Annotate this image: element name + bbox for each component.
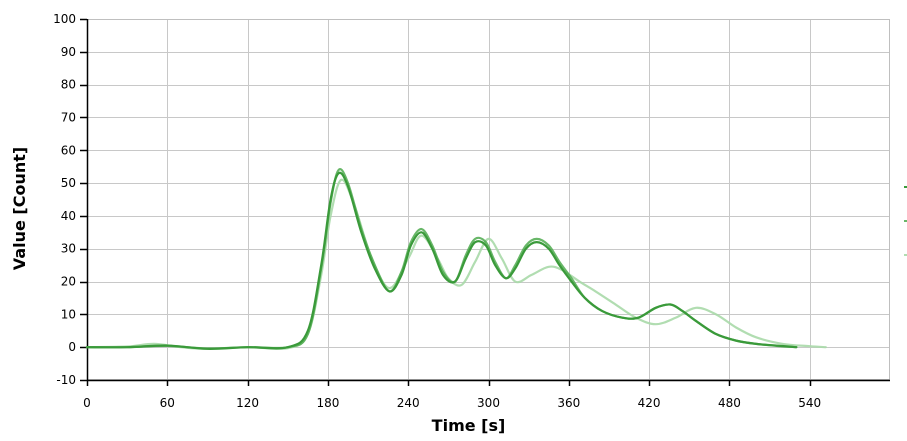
- x-tick-label: 60: [160, 396, 175, 410]
- x-tick-label: 240: [397, 396, 420, 410]
- x-axis-title: Time [s]: [432, 416, 506, 435]
- x-tick-label: 420: [638, 396, 661, 410]
- x-tick-label: 300: [477, 396, 500, 410]
- y-axis: -10 0 10 20 30 40 50 60 70 80 90 100: [53, 12, 89, 387]
- legend-marker-2: [904, 220, 907, 222]
- y-tick-label: 0: [68, 340, 76, 354]
- legend-marker-3: [904, 254, 907, 256]
- series-line-1: [85, 171, 798, 350]
- series-group: [85, 168, 827, 351]
- y-tick-label: 60: [61, 143, 76, 157]
- legend: [904, 186, 907, 256]
- x-tick-label: 480: [718, 396, 741, 410]
- y-axis-title: Value [Count]: [10, 147, 29, 270]
- y-tick-label: 70: [61, 110, 76, 124]
- x-tick-label: 360: [557, 396, 580, 410]
- x-axis: 0 60 120 180 240 300 360 420 480 540: [83, 379, 890, 410]
- x-tick-label: 0: [83, 396, 91, 410]
- y-tick-label: 80: [61, 78, 76, 92]
- y-tick-label: 50: [61, 176, 76, 190]
- y-tick-label: -10: [56, 373, 76, 387]
- legend-marker-1: [904, 186, 907, 188]
- y-tick-label: 30: [61, 242, 76, 256]
- y-tick-label: 10: [61, 307, 76, 321]
- y-tick-label: 40: [61, 209, 76, 223]
- y-tick-label: 100: [53, 12, 76, 26]
- x-tick-label: 540: [798, 396, 821, 410]
- x-tick-label: 120: [236, 396, 259, 410]
- y-tick-label: 90: [61, 45, 76, 59]
- plot-background: [87, 19, 890, 380]
- x-tick-label: 180: [316, 396, 339, 410]
- y-tick-label: 20: [61, 275, 76, 289]
